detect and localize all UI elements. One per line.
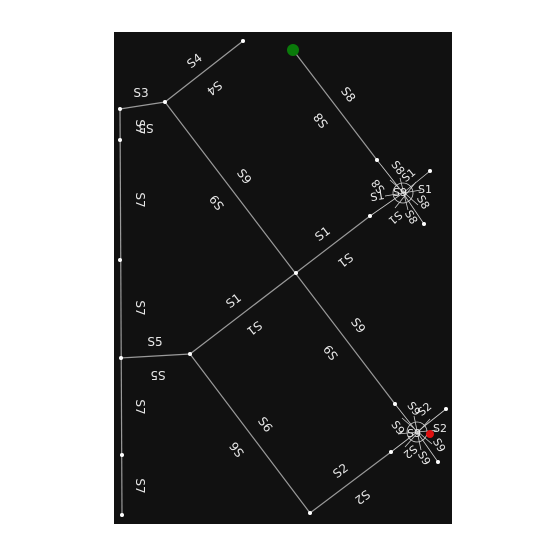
svg-text:S9: S9 (393, 186, 407, 199)
label-s7-a: S7 (133, 119, 147, 134)
label-s7-e: S7 (133, 478, 147, 493)
road-s4 (164, 40, 244, 103)
label-s7-d: S7 (133, 399, 147, 414)
start-marker (287, 44, 299, 56)
map-background (114, 32, 452, 524)
road-nodes (118, 39, 448, 517)
road-s1 (189, 215, 371, 355)
label-s3: S3 (133, 86, 148, 100)
svg-text:S8: S8 (402, 208, 420, 227)
upper-intersection-cluster (369, 159, 431, 225)
road-s6 (189, 353, 311, 514)
label-s5: S5 (147, 335, 162, 349)
road-s8 (292, 49, 378, 161)
label-s3-flipped: S3 (138, 121, 153, 135)
svg-text:S9: S9 (415, 449, 433, 468)
svg-text:S1: S1 (369, 189, 385, 204)
road-s5 (119, 353, 191, 359)
upper-cluster-labels: S8 S8 S1 S1 S1 S1 S8 S8 S9 (369, 158, 432, 227)
svg-text:S9: S9 (407, 427, 421, 440)
label-s7-b: S7 (133, 192, 147, 207)
svg-text:S2: S2 (433, 422, 447, 435)
lower-cluster-labels: S9 S2 S9 S2 S9 S2 S9 S9 (388, 399, 448, 467)
svg-text:S8: S8 (414, 193, 432, 212)
road-s7 (119, 108, 123, 516)
label-s7-c: S7 (133, 300, 147, 315)
svg-text:S9: S9 (430, 436, 448, 455)
svg-text:S1: S1 (418, 183, 432, 196)
road-s3 (119, 101, 166, 110)
road-s9 (164, 101, 396, 405)
goal-marker (426, 430, 434, 438)
road-s2 (309, 451, 392, 514)
label-s5-flipped: S5 (150, 368, 165, 382)
road-segments (119, 40, 396, 516)
